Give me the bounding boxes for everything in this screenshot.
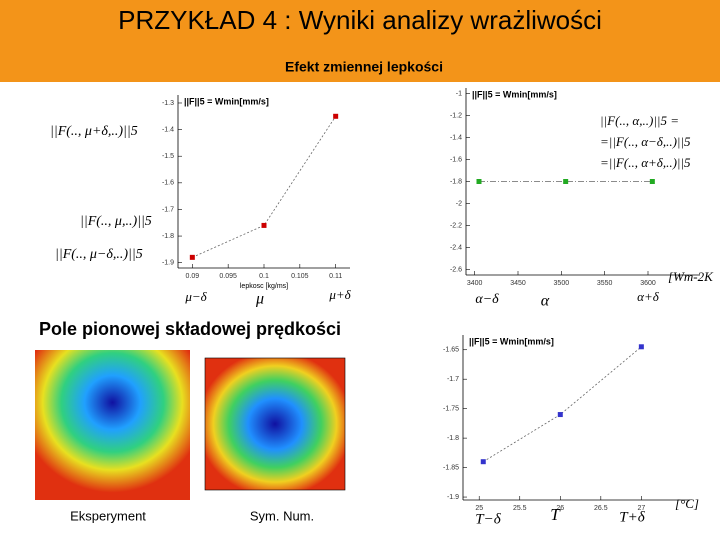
y-tick-label: -1.5 bbox=[162, 153, 174, 160]
header-bar bbox=[0, 0, 720, 82]
annotation: μ bbox=[255, 291, 264, 308]
y-tick-label: -1.4 bbox=[450, 134, 462, 141]
y-tick-label: -1.6 bbox=[162, 180, 174, 187]
annotation: ||F(.., μ,..)||5 bbox=[80, 214, 152, 229]
y-tick-label: -1.4 bbox=[162, 126, 174, 133]
annotation: =||F(.., α−δ,..)||5 bbox=[600, 134, 691, 149]
x-tick-label: 0.1 bbox=[259, 273, 269, 280]
annotation: ||F(.., α,..)||5 = bbox=[600, 113, 679, 128]
y-tick-label: -1.9 bbox=[162, 260, 174, 267]
x-tick-label: 0.11 bbox=[329, 273, 342, 280]
y-tick-label: -2.2 bbox=[450, 222, 462, 229]
annotation: μ+δ bbox=[328, 287, 351, 302]
y-tick-label: -1.65 bbox=[443, 347, 459, 354]
annotation: μ−δ bbox=[184, 289, 207, 304]
x-axis-label: lepkosc [kg/ms] bbox=[240, 283, 288, 290]
y-tick-label: -1.2 bbox=[450, 112, 462, 119]
data-point bbox=[476, 179, 482, 184]
annotation: T bbox=[550, 505, 561, 524]
data-point bbox=[557, 412, 563, 418]
x-tick-label: 3550 bbox=[597, 280, 613, 287]
annotation: α+δ bbox=[637, 289, 660, 304]
annotation: α bbox=[541, 293, 550, 310]
data-point bbox=[480, 459, 486, 465]
trend-line bbox=[483, 346, 642, 463]
y-tick-label: -1.3 bbox=[162, 100, 174, 107]
y-tick-label: -2.4 bbox=[450, 244, 462, 251]
data-point bbox=[261, 222, 267, 228]
annotation: T−δ bbox=[475, 511, 501, 527]
y-tick-label: -1.75 bbox=[443, 406, 459, 413]
x-tick-label: 25 bbox=[475, 505, 483, 512]
y-tick-label: -1.85 bbox=[443, 464, 459, 471]
y-tick-label: -1.8 bbox=[447, 435, 459, 442]
section-title: Pole pionowej składowej prędkości bbox=[39, 319, 341, 339]
x-tick-label: 3500 bbox=[554, 280, 570, 287]
annotation: [°C] bbox=[675, 496, 699, 511]
chart-title: ||F||5 = Wmin[mm/s] bbox=[472, 89, 557, 99]
y-tick-label: -1.7 bbox=[162, 206, 174, 213]
caption: Sym. Num. bbox=[250, 508, 314, 523]
x-tick-label: 26.5 bbox=[594, 505, 608, 512]
heatmap-simulation bbox=[204, 357, 346, 491]
annotation: T+δ bbox=[619, 509, 645, 525]
annotation: =||F(.., α+δ,..)||5 bbox=[600, 155, 691, 170]
caption: Eksperyment bbox=[70, 508, 146, 523]
x-tick-label: 3400 bbox=[467, 280, 483, 287]
y-tick-label: -1.7 bbox=[447, 376, 459, 383]
data-point bbox=[649, 179, 655, 184]
chart-title: ||F||5 = Wmin[mm/s] bbox=[469, 336, 554, 346]
annotation: [Wm-2K bbox=[668, 269, 714, 284]
y-tick-label: -1.8 bbox=[450, 178, 462, 185]
y-tick-label: -1.8 bbox=[162, 233, 174, 240]
annotation: ||F(.., μ−δ,..)||5 bbox=[55, 247, 143, 262]
title: PRZYKŁAD 4 : Wyniki analizy wrażliwości bbox=[118, 5, 602, 35]
x-tick-label: 25.5 bbox=[513, 505, 527, 512]
x-tick-label: 0.095 bbox=[219, 273, 237, 280]
y-tick-label: -1 bbox=[456, 90, 462, 97]
trend-line bbox=[192, 116, 337, 258]
y-tick-label: -1.6 bbox=[450, 156, 462, 163]
heatmap-experiment bbox=[35, 350, 190, 500]
x-tick-label: 3600 bbox=[640, 280, 656, 287]
chart-title: ||F||5 = Wmin[mm/s] bbox=[184, 96, 269, 106]
y-tick-label: -1.9 bbox=[447, 494, 459, 501]
x-tick-label: 3450 bbox=[510, 280, 526, 287]
x-tick-label: 27 bbox=[637, 505, 645, 512]
x-tick-label: 26 bbox=[556, 505, 564, 512]
data-point bbox=[563, 179, 569, 184]
annotation: α−δ bbox=[475, 292, 499, 307]
y-tick-label: -2 bbox=[456, 200, 462, 207]
y-tick-label: -2.6 bbox=[450, 266, 462, 273]
annotation: ||F(.., μ+δ,..)||5 bbox=[50, 124, 138, 139]
data-point bbox=[333, 113, 339, 119]
data-point bbox=[189, 254, 195, 260]
x-tick-label: 0.105 bbox=[291, 273, 309, 280]
data-point bbox=[638, 344, 644, 350]
x-tick-label: 0.09 bbox=[186, 273, 200, 280]
subtitle: Efekt zmiennej lepkości bbox=[285, 59, 443, 75]
